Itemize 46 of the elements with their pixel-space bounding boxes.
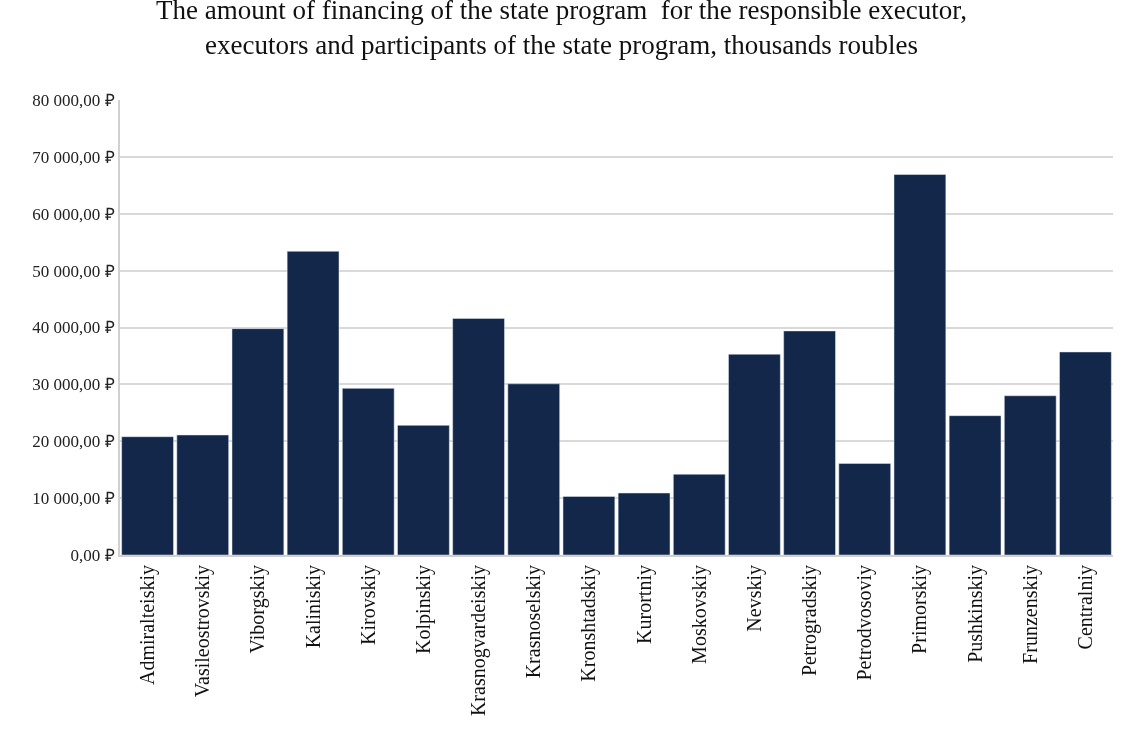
x-tick-label: Kaliniskiy bbox=[301, 565, 325, 649]
y-tick-label: 80 000,00 ₽ bbox=[32, 90, 115, 110]
x-tick-label: Vasileostrovskiy bbox=[191, 565, 215, 698]
y-tick-label: 40 000,00 ₽ bbox=[32, 318, 115, 338]
bar bbox=[507, 383, 560, 555]
bar bbox=[948, 415, 1002, 555]
bar bbox=[231, 328, 285, 555]
bar bbox=[783, 330, 836, 555]
bar bbox=[397, 425, 450, 555]
bar bbox=[893, 174, 947, 555]
x-tick-label: Petrodvosoviy bbox=[853, 565, 877, 681]
y-tick-label: 20 000,00 ₽ bbox=[32, 432, 115, 452]
x-tick-label: Viborgskiy bbox=[246, 565, 270, 654]
x-tick-label: Centralniy bbox=[1073, 565, 1097, 650]
x-tick-label: Frunzenskiy bbox=[1018, 565, 1042, 664]
x-tick-label: Krasnogvardeiskiy bbox=[467, 565, 491, 717]
y-tick-label: 30 000,00 ₽ bbox=[32, 375, 115, 395]
bar bbox=[286, 251, 340, 555]
y-tick-label: 50 000,00 ₽ bbox=[32, 261, 115, 281]
y-tick-label: 70 000,00 ₽ bbox=[32, 147, 115, 167]
bar bbox=[728, 353, 781, 555]
x-tick-label: Krasnoselskiy bbox=[522, 565, 546, 679]
x-tick-label: Petrogradskiy bbox=[798, 565, 822, 677]
x-tick-label: Pushkinskiy bbox=[963, 565, 987, 663]
bar bbox=[838, 463, 891, 555]
bar bbox=[1004, 395, 1057, 555]
x-tick-label: Kolpinskiy bbox=[411, 565, 435, 654]
x-tick-label: Kirovskiy bbox=[356, 565, 380, 645]
x-tick-label: Admiralteiskiy bbox=[136, 565, 160, 685]
bar bbox=[673, 473, 726, 555]
bar bbox=[1059, 351, 1112, 555]
chart-title: The amount of financing of the state program for the responsible executor, executors and participants of the state program, thousands roubles bbox=[156, 0, 967, 60]
x-tick-label: Moskovskiy bbox=[687, 565, 711, 664]
x-tick-label: Kurortniy bbox=[632, 565, 656, 644]
bar bbox=[452, 318, 505, 555]
bar bbox=[562, 496, 616, 555]
x-tick-label: Kronshtadskiy bbox=[577, 565, 601, 682]
y-tick-label: 0,00 ₽ bbox=[70, 545, 115, 565]
bar bbox=[176, 434, 229, 555]
bar bbox=[617, 492, 671, 555]
bar bbox=[342, 388, 395, 555]
bar bbox=[121, 436, 174, 555]
x-tick-label: Nevskiy bbox=[742, 565, 766, 632]
y-tick-label: 10 000,00 ₽ bbox=[32, 489, 115, 509]
x-tick-label: Primorskiy bbox=[908, 565, 932, 654]
y-tick-label: 60 000,00 ₽ bbox=[32, 204, 115, 224]
